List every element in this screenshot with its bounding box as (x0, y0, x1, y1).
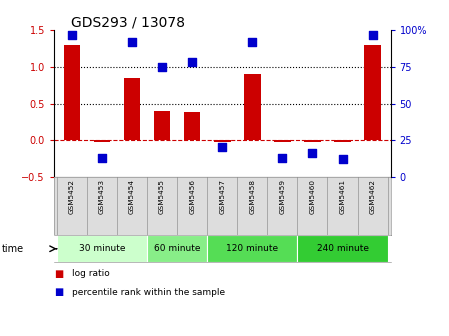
Bar (124, 78, 141, 140)
Point (339, 157, 346, 162)
Bar (304, 140, 321, 142)
Point (68, 32, 75, 37)
Bar (214, 140, 230, 142)
Text: GSM5455: GSM5455 (159, 178, 165, 214)
Bar (297, 236, 387, 262)
Text: 30 minute: 30 minute (79, 244, 125, 253)
Bar (184, 112, 200, 140)
Point (98, 155, 106, 161)
Text: GSM5460: GSM5460 (309, 178, 316, 214)
Text: GSM5459: GSM5459 (279, 178, 286, 214)
Bar (57, 236, 147, 262)
Bar (147, 236, 207, 262)
Point (369, 32, 376, 37)
Bar (274, 140, 291, 142)
Text: time: time (2, 244, 24, 254)
Text: 240 minute: 240 minute (317, 244, 369, 253)
Point (279, 155, 286, 161)
Bar (154, 111, 170, 140)
Bar (64, 45, 80, 140)
Text: GDS293 / 13078: GDS293 / 13078 (71, 15, 185, 29)
Text: GSM5453: GSM5453 (99, 178, 105, 214)
Text: GSM5461: GSM5461 (339, 178, 346, 214)
Text: ■: ■ (54, 287, 63, 297)
Bar (94, 140, 110, 142)
Text: GSM5458: GSM5458 (249, 178, 255, 214)
Point (219, 145, 226, 150)
Point (189, 60, 196, 65)
Bar (364, 45, 381, 140)
Text: GSM5456: GSM5456 (189, 178, 195, 214)
Text: 120 minute: 120 minute (226, 244, 278, 253)
Bar (244, 74, 260, 140)
Point (158, 64, 166, 70)
Text: GSM5452: GSM5452 (69, 178, 75, 214)
Point (309, 151, 316, 156)
Text: percentile rank within the sample: percentile rank within the sample (72, 288, 225, 297)
Text: 60 minute: 60 minute (154, 244, 200, 253)
Text: GSM5454: GSM5454 (129, 178, 135, 214)
Text: log ratio: log ratio (72, 269, 110, 278)
Point (128, 39, 136, 45)
Text: ■: ■ (54, 269, 63, 279)
Bar (334, 140, 351, 142)
Bar (207, 236, 297, 262)
Text: GSM5457: GSM5457 (219, 178, 225, 214)
Text: GSM5462: GSM5462 (370, 178, 376, 214)
Point (249, 39, 256, 45)
